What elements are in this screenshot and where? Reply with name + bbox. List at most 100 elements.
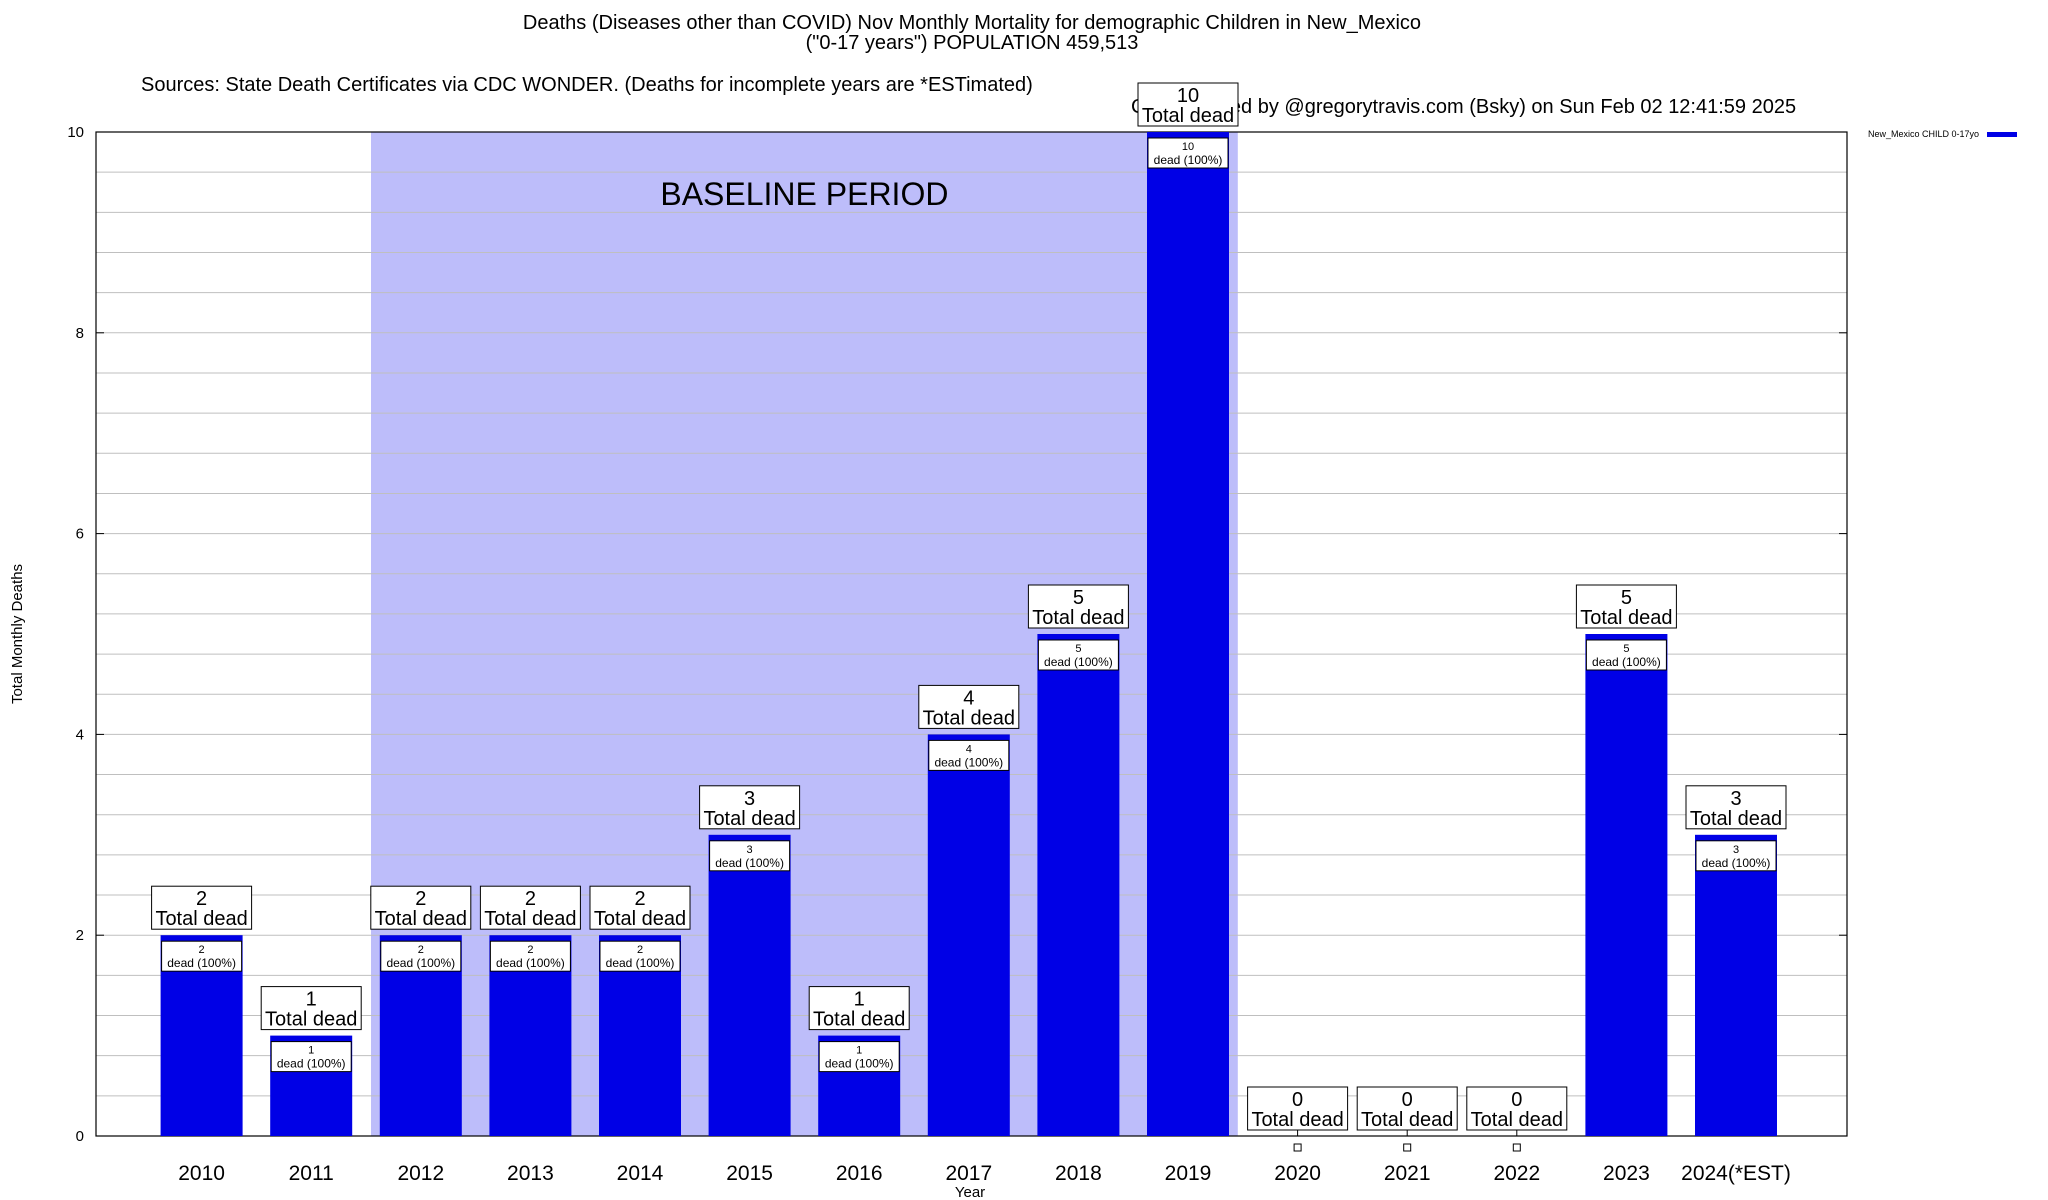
x-tick-label: 2015 [726, 1162, 773, 1185]
bar-total-value: 2 [525, 888, 536, 910]
bar-inner-label-box [1037, 639, 1119, 671]
bar [1147, 132, 1229, 1136]
x-tick-label: 2014 [617, 1162, 664, 1185]
bar-total-label: Total dead [1471, 1109, 1563, 1131]
bar-inner-label-box [928, 739, 1010, 771]
bar-total-value: 4 [963, 687, 974, 709]
bar-inner-count: 5 [1623, 643, 1629, 655]
bar-total-label: Total dead [923, 707, 1015, 729]
bar-total-value: 2 [196, 888, 207, 910]
zero-point-marker [1403, 1143, 1412, 1152]
bar-total-value: 3 [1730, 788, 1741, 810]
bar-inner-label-box [709, 840, 791, 872]
legend: New_Mexico CHILD 0-17yo [1868, 129, 2018, 139]
x-tick-label: 2011 [289, 1162, 334, 1185]
x-tick-label: 2022 [1493, 1162, 1540, 1185]
bar-inner-label-box [1585, 639, 1667, 671]
x-tick-label: 2012 [397, 1162, 444, 1185]
bar-total-value: 1 [854, 989, 865, 1011]
bar-inner-label: dead (100%) [1702, 856, 1771, 870]
x-tick-label: 2017 [945, 1162, 992, 1185]
bar-inner-label-box [1147, 137, 1229, 169]
bar-inner-label-box [270, 1041, 352, 1073]
bar-inner-label-box [1695, 840, 1777, 872]
legend-label: New_Mexico CHILD 0-17yo [1868, 129, 1980, 139]
x-tick-label: 2019 [1165, 1162, 1212, 1185]
bar-total-value: 2 [415, 888, 426, 910]
baseline-period-label: BASELINE PERIOD [660, 176, 948, 212]
bar-total-value: 10 [1177, 85, 1199, 107]
bar-total-label: Total dead [265, 1009, 357, 1031]
bar-total-label-box [589, 885, 691, 930]
bar-total-label: Total dead [1142, 105, 1234, 127]
bar-inner-label-box [380, 940, 462, 972]
bar-inner-count: 1 [308, 1045, 314, 1057]
bar [708, 834, 791, 1136]
bar-inner-count: 5 [1075, 643, 1081, 655]
bar-inner-label: dead (100%) [1154, 153, 1223, 167]
bar-inner-label: dead (100%) [1044, 655, 1113, 669]
bar-total-label: Total dead [594, 908, 686, 930]
bar-total-label-box [479, 885, 581, 930]
bar-total-value: 0 [1402, 1089, 1413, 1111]
y-axis-label: Total Monthly Deaths [9, 564, 26, 704]
bar-total-label-box [1466, 1086, 1568, 1131]
bar-inner-label-box [161, 940, 243, 972]
bar-total-value: 0 [1292, 1089, 1303, 1111]
bar-inner-label: dead (100%) [167, 956, 236, 970]
bar-inner-count: 2 [637, 944, 643, 956]
bar-total-label-box [699, 785, 801, 830]
zero-point-marker [1512, 1143, 1521, 1152]
bar-inner-label: dead (100%) [606, 956, 675, 970]
bar-inner-label-box [599, 940, 681, 972]
bar-inner-label: dead (100%) [934, 755, 1003, 769]
bar-total-label: Total dead [484, 908, 576, 930]
x-tick-label: 2023 [1603, 1162, 1650, 1185]
bar-inner-count: 2 [527, 944, 533, 956]
bar-total-label-box [1137, 82, 1239, 127]
x-tick-label: 2016 [836, 1162, 883, 1185]
bar-total-label-box [151, 885, 253, 930]
bar-inner-count: 10 [1182, 141, 1194, 153]
bar-total-value: 5 [1073, 587, 1084, 609]
x-tick-label: 2021 [1384, 1162, 1431, 1185]
bar-total-label: Total dead [1580, 607, 1672, 629]
bar-total-label-box [1685, 785, 1787, 830]
bar-total-value: 3 [744, 788, 755, 810]
bar-inner-count: 1 [856, 1045, 862, 1057]
x-tick-label: 2020 [1274, 1162, 1321, 1185]
bar-total-label-box [1247, 1086, 1349, 1131]
bar-total-label: Total dead [375, 908, 467, 930]
bar-inner-count: 2 [418, 944, 424, 956]
bar-total-label: Total dead [813, 1009, 905, 1031]
y-tick-label: 8 [76, 325, 84, 342]
bar [1585, 634, 1668, 1136]
bar-total-label: Total dead [1690, 808, 1782, 830]
legend-swatch [1987, 131, 2018, 137]
bar-total-label-box [918, 684, 1020, 729]
y-tick-label: 4 [76, 726, 84, 743]
bar-total-label-box [1356, 1086, 1458, 1131]
x-axis-label: Year [955, 1184, 985, 1200]
bar-total-label-box [1575, 584, 1677, 629]
zero-point-marker [1293, 1143, 1302, 1152]
bar-inner-label-box [818, 1041, 900, 1073]
bar [1695, 834, 1777, 1136]
bar-total-value: 1 [306, 989, 317, 1011]
bar-inner-count: 2 [199, 944, 205, 956]
bar-inner-count: 4 [966, 743, 972, 755]
y-tick-label: 0 [76, 1128, 84, 1145]
bar-inner-label-box [489, 940, 571, 972]
bar-total-value: 5 [1621, 587, 1632, 609]
bar-total-value: 0 [1511, 1089, 1522, 1111]
bar-inner-count: 3 [747, 844, 753, 856]
bar-inner-label: dead (100%) [277, 1057, 346, 1071]
x-tick-label: 2024(*EST) [1681, 1162, 1791, 1185]
bar-inner-label: dead (100%) [825, 1057, 894, 1071]
bar-total-label: Total dead [703, 808, 795, 830]
bar-total-label-box [808, 986, 910, 1031]
sources-note: Sources: State Death Certificates via CD… [141, 74, 1033, 96]
bar-inner-label: dead (100%) [715, 856, 784, 870]
bar-inner-label: dead (100%) [386, 956, 455, 970]
bar-total-value: 2 [634, 888, 645, 910]
